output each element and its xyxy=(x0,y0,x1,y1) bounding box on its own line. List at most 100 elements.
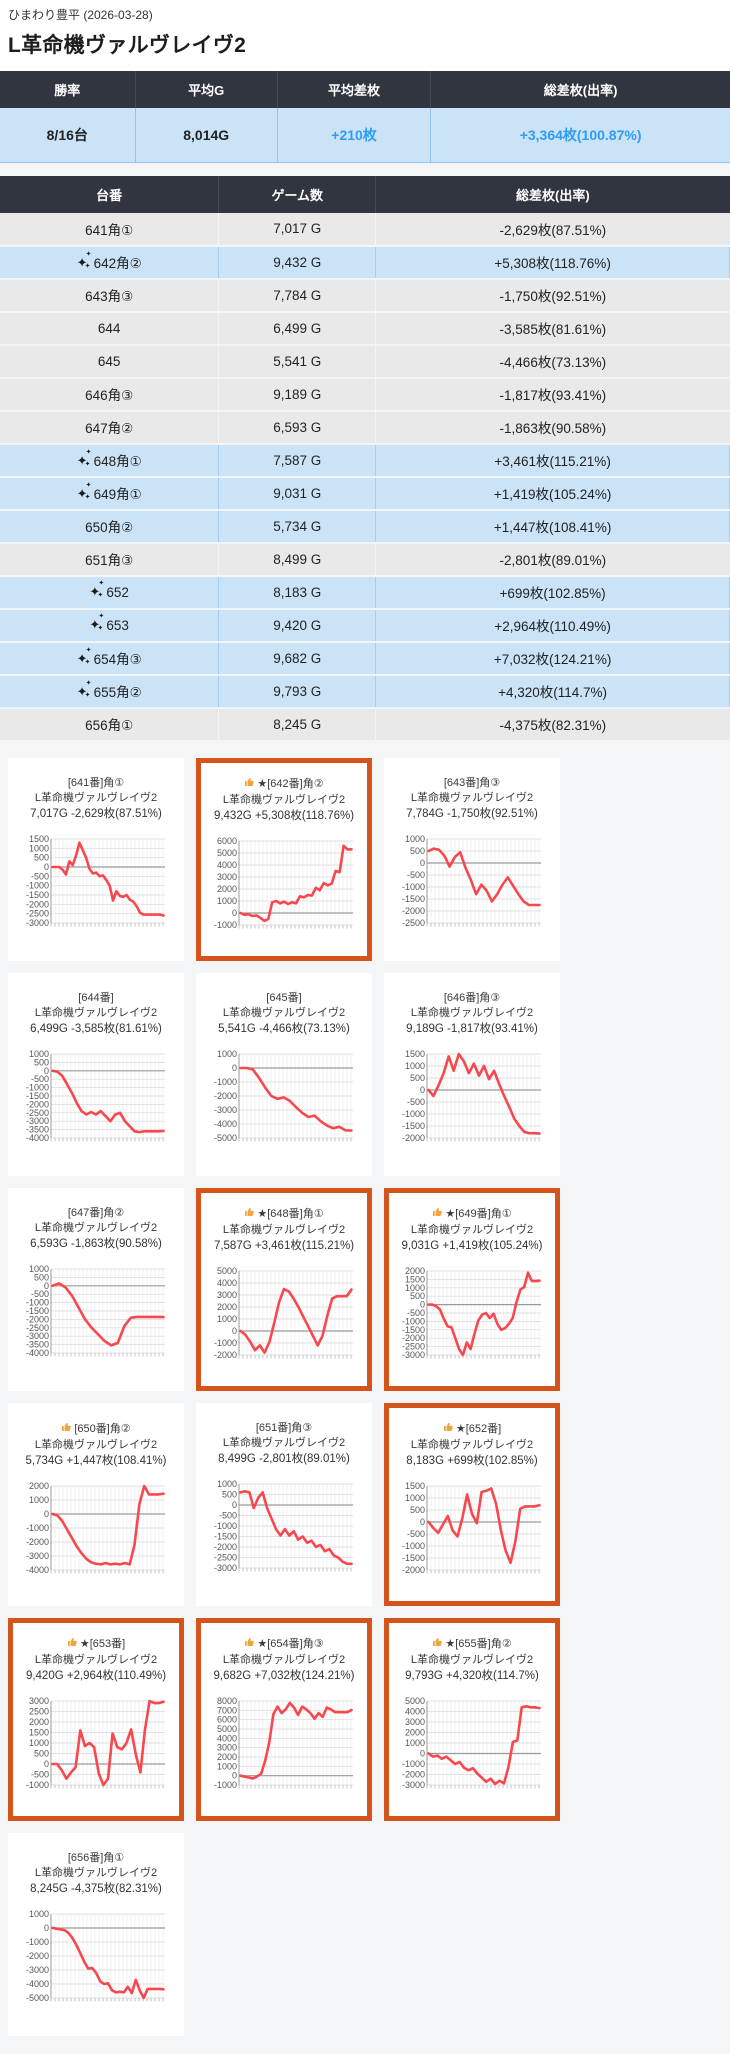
machine-row[interactable]: ✦ ✦ ✦ 652 8,183 G +699枚(102.85%) xyxy=(0,575,730,610)
machine-row[interactable]: 647角② 6,593 G -1,863枚(90.58%) xyxy=(0,410,730,445)
games-cell: 9,031 G xyxy=(218,476,377,511)
machine-row[interactable]: ✦ ✦ ✦ 649角① 9,031 G +1,419枚(105.24%) xyxy=(0,476,730,511)
machine-chart-card[interactable]: [644番] L革命機ヴァルヴレイヴ2 6,499G -3,585枚(81.61… xyxy=(8,972,184,1176)
dai-cell: ✦ ✦ ✦ 652 xyxy=(0,575,220,610)
diff-cell: +4,320枚(114.7%) xyxy=(375,674,730,709)
machine-row[interactable]: ✦ ✦ ✦ 653 9,420 G +2,964枚(110.49%) xyxy=(0,608,730,643)
chart-stats: 9,432G +5,308枚(118.76%) xyxy=(213,810,355,823)
machine-row[interactable]: ✦ ✦ ✦ 642角② 9,432 G +5,308枚(118.76%) xyxy=(0,245,730,280)
svg-text:0: 0 xyxy=(420,1300,425,1310)
svg-text:4000: 4000 xyxy=(405,1707,425,1717)
machine-chart-card[interactable]: ★[655番]角② L革命機ヴァルヴレイヴ2 9,793G +4,320枚(11… xyxy=(384,1617,560,1821)
svg-text:-1500: -1500 xyxy=(26,890,49,900)
machine-row[interactable]: 656角① 8,245 G -4,375枚(82.31%) xyxy=(0,707,730,742)
dai-number: 648角① xyxy=(93,454,142,469)
machine-chart-card[interactable]: ★[642番]角② L革命機ヴァルヴレイヴ2 9,432G +5,308枚(11… xyxy=(196,757,372,961)
svg-text:-500: -500 xyxy=(31,1075,49,1085)
svg-text:4000: 4000 xyxy=(217,860,237,870)
slump-graph: 6000 5000 4000 3000 2000 1000 0 -1000 xyxy=(205,836,367,941)
dai-cell: 656角① xyxy=(0,707,220,742)
machine-row[interactable]: 646角③ 9,189 G -1,817枚(93.41%) xyxy=(0,377,730,412)
svg-text:1000: 1000 xyxy=(217,1479,237,1489)
diff-cell: -4,375枚(82.31%) xyxy=(375,707,730,742)
col-header-dai: 台番 xyxy=(0,175,220,213)
svg-text:500: 500 xyxy=(410,1073,425,1083)
svg-text:-2000: -2000 xyxy=(26,1100,49,1110)
svg-text:0: 0 xyxy=(232,908,237,918)
chart-stats: 9,793G +4,320枚(114.7%) xyxy=(405,1670,539,1683)
svg-text:500: 500 xyxy=(34,1058,49,1068)
machine-row[interactable]: 651角③ 8,499 G -2,801枚(89.01%) xyxy=(0,542,730,577)
svg-text:1000: 1000 xyxy=(405,1061,425,1071)
chart-dai-label: ★[648番]角① xyxy=(257,1207,324,1220)
svg-text:1000: 1000 xyxy=(405,1283,425,1293)
chart-dai-label: [645番] xyxy=(266,991,302,1004)
thumbs-up-icon xyxy=(244,776,256,793)
machine-row[interactable]: ✦ ✦ ✦ 654角③ 9,682 G +7,032枚(124.21%) xyxy=(0,641,730,676)
machine-row[interactable]: 650角② 5,734 G +1,447枚(108.41%) xyxy=(0,509,730,544)
machine-chart-card[interactable]: [643番]角③ L革命機ヴァルヴレイヴ2 7,784G -1,750枚(92.… xyxy=(384,757,560,961)
dai-cell: 645 xyxy=(0,344,220,379)
summary-header-avg-diff: 平均差枚 xyxy=(277,71,432,108)
machine-row[interactable]: 641角① 7,017 G -2,629枚(87.51%) xyxy=(0,212,730,247)
svg-text:0: 0 xyxy=(44,1923,49,1933)
svg-text:-1500: -1500 xyxy=(402,1325,425,1335)
summary-header-win-rate: 勝率 xyxy=(0,71,136,108)
machine-chart-card[interactable]: [645番] L革命機ヴァルヴレイヴ2 5,541G -4,466枚(73.13… xyxy=(196,972,372,1176)
svg-text:-1500: -1500 xyxy=(26,1091,49,1101)
machine-chart-card[interactable]: ★[652番] L革命機ヴァルヴレイヴ2 8,183G +699枚(102.85… xyxy=(384,1402,560,1606)
svg-text:-4000: -4000 xyxy=(26,1565,49,1575)
machine-chart-card[interactable]: ★[648番]角① L革命機ヴァルヴレイヴ2 7,587G +3,461枚(11… xyxy=(196,1187,372,1391)
dai-cell: 646角③ xyxy=(0,377,220,412)
summary-avg-g: 8,014G xyxy=(135,108,278,163)
chart-dai-label: [656番]角① xyxy=(67,1851,125,1864)
dai-number: 642角② xyxy=(93,256,142,271)
machine-chart-card[interactable]: [650番]角② L革命機ヴァルヴレイヴ2 5,734G +1,447枚(108… xyxy=(8,1402,184,1606)
dai-cell: ✦ ✦ ✦ 654角③ xyxy=(0,641,220,676)
svg-text:6000: 6000 xyxy=(217,1715,237,1725)
chart-machine-name: L革命機ヴァルヴレイヴ2 xyxy=(34,1438,158,1451)
page-title: L革命機ヴァルヴレイヴ2 xyxy=(8,34,247,57)
dai-cell: ✦ ✦ ✦ 655角② xyxy=(0,674,220,709)
machine-row[interactable]: ✦ ✦ ✦ 648角① 7,587 G +3,461枚(115.21%) xyxy=(0,443,730,478)
svg-text:-1000: -1000 xyxy=(402,1759,425,1769)
svg-text:6000: 6000 xyxy=(217,836,237,846)
svg-text:-1500: -1500 xyxy=(402,1553,425,1563)
summary-value-row: 8/16台 8,014G +210枚 +3,364枚(100.87%) xyxy=(0,108,730,163)
machine-chart-card[interactable]: [641番]角① L革命機ヴァルヴレイヴ2 7,017G -2,629枚(87.… xyxy=(8,757,184,961)
games-cell: 9,189 G xyxy=(218,377,377,412)
machine-chart-card[interactable]: ★[649番]角① L革命機ヴァルヴレイヴ2 9,031G +1,419枚(10… xyxy=(384,1187,560,1391)
svg-text:-3000: -3000 xyxy=(26,1551,49,1561)
games-cell: 6,499 G xyxy=(218,311,377,346)
machine-chart-card[interactable]: [647番]角② L革命機ヴァルヴレイヴ2 6,593G -1,863枚(90.… xyxy=(8,1187,184,1391)
svg-text:-500: -500 xyxy=(407,1529,425,1539)
machine-row[interactable]: 644 6,499 G -3,585枚(81.61%) xyxy=(0,311,730,346)
svg-text:-2500: -2500 xyxy=(26,1108,49,1118)
sparkle-icon: ✦ ✦ ✦ xyxy=(76,482,92,501)
svg-text:-500: -500 xyxy=(407,1308,425,1318)
svg-text:500: 500 xyxy=(410,846,425,856)
dai-number: 643角③ xyxy=(85,289,134,304)
chart-title: [656番]角① L革命機ヴァルヴレイヴ2 8,245G -4,375枚(82.… xyxy=(13,1851,179,1898)
machine-chart-card[interactable]: [646番]角③ L革命機ヴァルヴレイヴ2 9,189G -1,817枚(93.… xyxy=(384,972,560,1176)
machine-chart-card[interactable]: [656番]角① L革命機ヴァルヴレイヴ2 8,245G -4,375枚(82.… xyxy=(8,1832,184,2036)
diff-cell: +1,419枚(105.24%) xyxy=(375,476,730,511)
chart-title: ★[655番]角② L革命機ヴァルヴレイヴ2 9,793G +4,320枚(11… xyxy=(389,1636,555,1685)
machine-row[interactable]: 643角③ 7,784 G -1,750枚(92.51%) xyxy=(0,278,730,313)
machine-row[interactable]: 645 5,541 G -4,466枚(73.13%) xyxy=(0,344,730,379)
chart-machine-name: L革命機ヴァルヴレイヴ2 xyxy=(34,1653,158,1666)
games-cell: 8,183 G xyxy=(218,575,377,610)
svg-text:-2500: -2500 xyxy=(402,918,425,928)
slump-graph: 1500 1000 500 0 -500 -1000 -1500 -2000 -2500 -300… xyxy=(17,834,179,939)
col-header-diff: 総差枚(出率) xyxy=(375,175,730,213)
page-header: ひまわり豊平 (2026-03-28) L革命機ヴァルヴレイヴ2 xyxy=(0,0,730,71)
svg-text:1500: 1500 xyxy=(405,1275,425,1285)
machine-row[interactable]: ✦ ✦ ✦ 655角② 9,793 G +4,320枚(114.7%) xyxy=(0,674,730,709)
machine-chart-card[interactable]: ★[653番] L革命機ヴァルヴレイヴ2 9,420G +2,964枚(110.… xyxy=(8,1617,184,1821)
dai-number: 649角① xyxy=(93,487,142,502)
machine-chart-card[interactable]: [651番]角③ L革命機ヴァルヴレイヴ2 8,499G -2,801枚(89.… xyxy=(196,1402,372,1606)
machine-chart-card[interactable]: ★[654番]角③ L革命機ヴァルヴレイヴ2 9,682G +7,032枚(12… xyxy=(196,1617,372,1821)
svg-text:8000: 8000 xyxy=(217,1696,237,1706)
games-cell: 9,420 G xyxy=(218,608,377,643)
svg-text:1000: 1000 xyxy=(29,1264,49,1274)
